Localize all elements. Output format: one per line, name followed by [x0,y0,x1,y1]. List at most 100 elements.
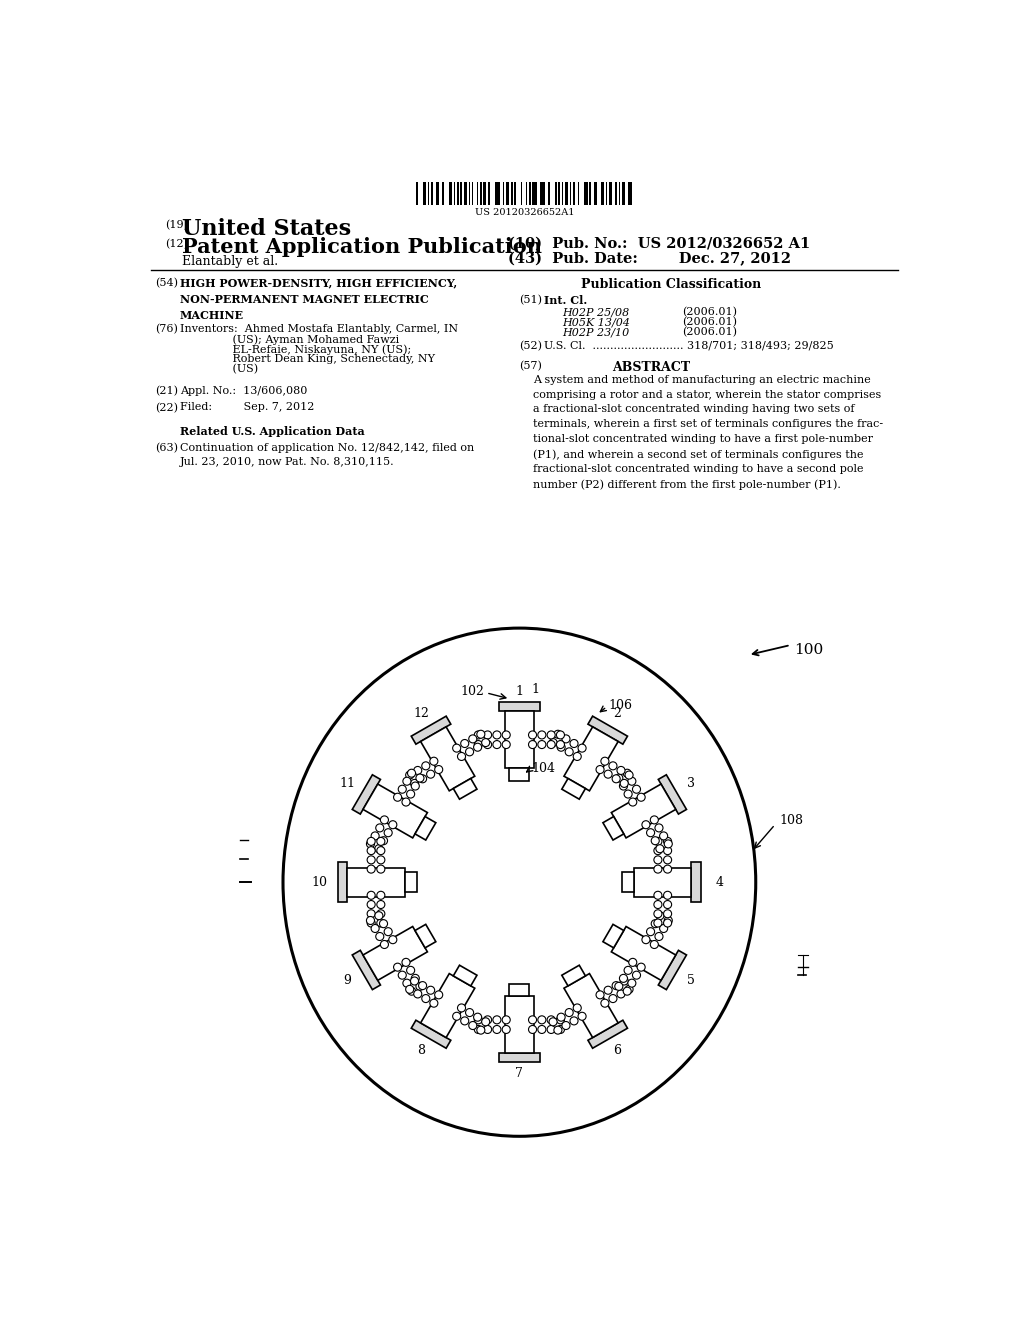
Circle shape [573,1005,582,1012]
Circle shape [469,735,477,743]
Circle shape [407,966,415,974]
Polygon shape [611,784,676,838]
Circle shape [628,777,636,785]
Circle shape [375,912,383,920]
Circle shape [481,739,489,747]
Bar [431,181,432,205]
Polygon shape [505,711,535,768]
Bar [488,181,489,205]
Text: (63): (63) [155,442,178,453]
Circle shape [578,1012,586,1020]
Circle shape [664,855,672,863]
Bar [476,181,478,205]
Circle shape [612,982,621,990]
Circle shape [461,739,469,747]
Circle shape [414,767,422,775]
Text: H05K 13/04: H05K 13/04 [562,317,630,327]
Polygon shape [509,768,529,780]
Polygon shape [603,924,624,948]
Circle shape [368,846,375,854]
Text: (2006.01): (2006.01) [682,317,737,327]
Circle shape [483,741,492,748]
Polygon shape [588,1020,628,1048]
Bar [464,181,467,205]
Circle shape [502,741,510,748]
Text: 11: 11 [340,777,355,791]
Bar [558,181,560,205]
Text: 4: 4 [716,875,723,888]
Circle shape [654,909,662,917]
Bar [417,181,418,205]
Circle shape [633,972,641,979]
Text: (54): (54) [155,277,178,288]
Circle shape [375,845,383,853]
Polygon shape [412,1020,451,1048]
Circle shape [402,799,410,807]
Bar [528,181,530,205]
Bar [472,181,473,205]
Circle shape [427,986,434,994]
Circle shape [412,781,419,791]
Bar [594,181,597,205]
Circle shape [556,731,564,739]
Circle shape [646,928,654,936]
Circle shape [469,1022,477,1030]
Polygon shape [364,927,427,981]
Bar [618,181,621,205]
Circle shape [376,824,384,832]
Polygon shape [691,862,700,903]
Circle shape [637,964,645,972]
Circle shape [650,940,658,949]
Circle shape [664,846,672,854]
Text: US 20120326652A1: US 20120326652A1 [475,209,574,218]
Text: 6: 6 [613,1044,622,1057]
Circle shape [380,816,388,824]
Circle shape [617,990,625,998]
Circle shape [565,748,573,756]
Text: 10: 10 [311,875,328,888]
Circle shape [416,982,424,990]
Polygon shape [415,924,436,948]
Circle shape [642,821,650,829]
Text: (22): (22) [155,403,178,413]
Circle shape [458,1005,466,1012]
Bar [555,181,557,205]
Circle shape [474,731,482,739]
Circle shape [547,731,555,739]
Circle shape [493,1026,501,1034]
Circle shape [578,744,586,752]
Polygon shape [622,873,634,892]
Circle shape [665,916,673,924]
Circle shape [493,1016,501,1024]
Circle shape [554,730,562,738]
Circle shape [474,741,482,748]
Bar [532,181,537,205]
Circle shape [554,1026,562,1034]
Bar [629,181,632,205]
Circle shape [528,1026,537,1034]
Bar [605,181,607,205]
Circle shape [621,977,629,985]
Polygon shape [421,727,475,791]
Bar [569,181,571,205]
Text: (US); Ayman Mohamed Fawzi: (US); Ayman Mohamed Fawzi [180,334,399,345]
Text: Inventors:  Ahmed Mostafa Elantably, Carmel, IN: Inventors: Ahmed Mostafa Elantably, Carm… [180,323,458,334]
Circle shape [389,936,397,944]
Text: 102: 102 [461,685,484,698]
Bar [442,181,444,205]
Circle shape [406,771,414,779]
Bar [454,181,456,205]
Text: (21): (21) [155,385,178,396]
Circle shape [481,1018,489,1026]
Circle shape [453,744,461,752]
Circle shape [430,758,438,766]
Circle shape [419,982,427,990]
Circle shape [377,891,385,899]
Circle shape [614,774,623,781]
Bar [549,181,550,205]
Circle shape [562,1022,570,1030]
Text: Appl. No.:  13/606,080: Appl. No.: 13/606,080 [180,385,307,396]
Circle shape [556,1026,564,1034]
Circle shape [368,909,375,917]
Circle shape [502,1026,510,1034]
